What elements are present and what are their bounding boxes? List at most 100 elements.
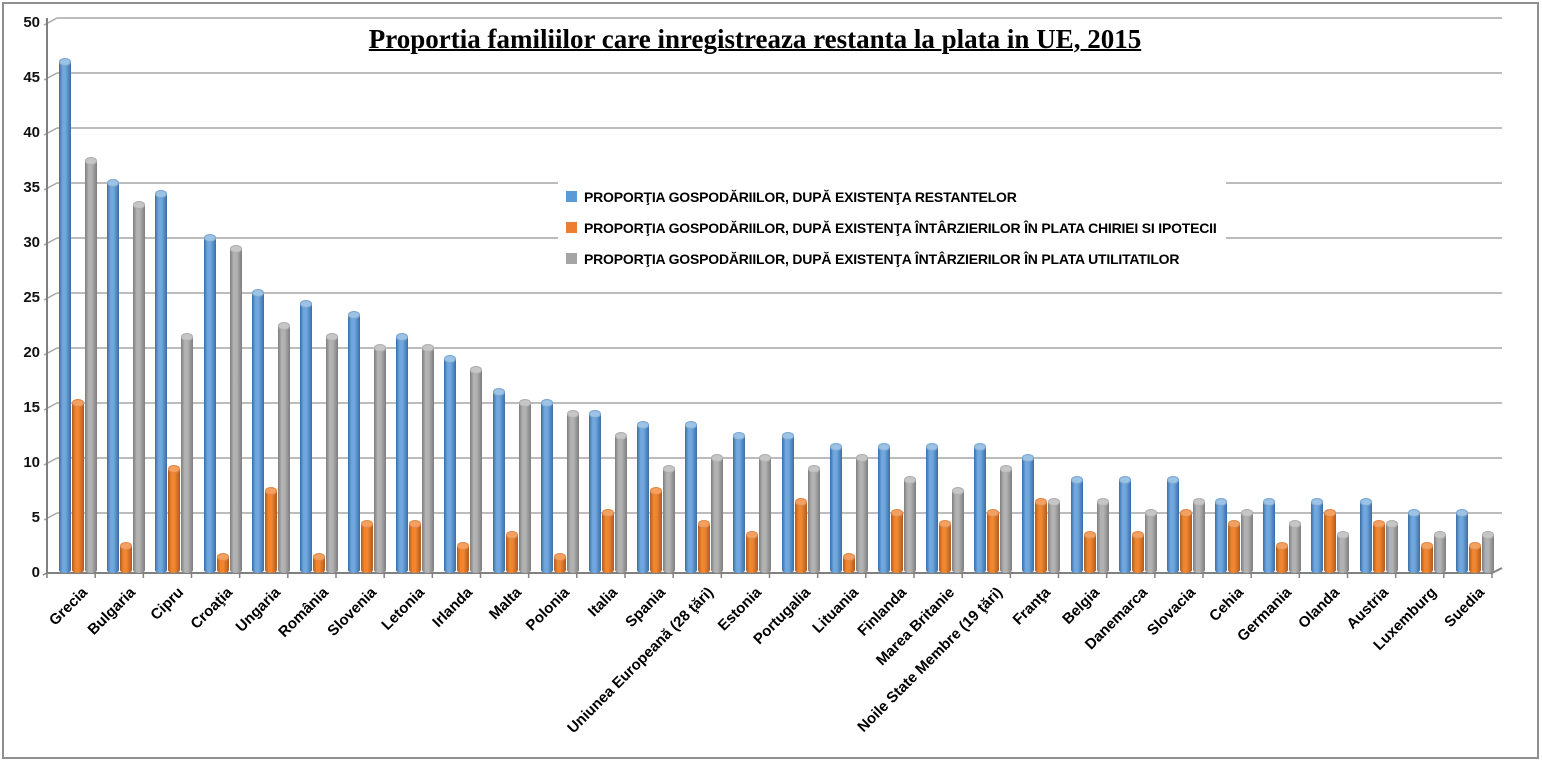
y-tick-connector (43, 17, 58, 26)
legend-item-1: PROPORŢIA GOSPODĂRIILOR, DUPĂ EXISTENŢA … (566, 186, 1226, 207)
bar-series2 (842, 553, 855, 573)
bar-cylinder-cap (1289, 520, 1302, 528)
bar-series1 (203, 234, 216, 573)
bar-series1 (1359, 498, 1372, 573)
y-axis-tick-label: 5 (31, 509, 40, 526)
bar-cylinder-cap (444, 355, 457, 363)
bar-series1 (251, 289, 264, 573)
y-axis-tick-label: 15 (23, 399, 40, 416)
bar-series3 (325, 333, 338, 573)
bar-series1 (155, 190, 168, 573)
y-axis-tick-label: 0 (31, 564, 40, 581)
bar-cylinder-cap (566, 410, 579, 418)
bar-series2 (890, 509, 903, 573)
bar-cylinder-cap (59, 58, 72, 66)
bar-series3 (759, 454, 772, 573)
bar-series3 (470, 366, 483, 573)
bar-series2 (1468, 542, 1481, 573)
bar-cylinder-cap (1468, 542, 1481, 550)
y-axis-tick-label: 25 (23, 289, 40, 306)
bar-series3 (807, 465, 820, 573)
bar-series2 (72, 399, 85, 573)
bar-cylinder-cap (698, 520, 711, 528)
bar-cylinder-cap (396, 333, 409, 341)
bar-cylinder-cap (155, 190, 168, 198)
bar-cylinder-cap (829, 443, 842, 451)
bar-cylinder-cap (1433, 531, 1446, 539)
bar-cylinder-cap (974, 443, 987, 451)
bar-cylinder-cap (1407, 509, 1420, 517)
bar-series2 (1276, 542, 1289, 573)
y-tick-connector (43, 402, 58, 411)
bar-series1 (1118, 476, 1131, 573)
bar-cylinder-cap (492, 388, 505, 396)
bar-cylinder-cap (601, 509, 614, 517)
y-tick-connector (43, 512, 58, 521)
bar-series1 (299, 300, 312, 573)
bar-cylinder-cap (903, 476, 916, 484)
bar-cylinder-cap (470, 366, 483, 374)
bar-series3 (1241, 509, 1254, 573)
bar-cylinder-cap (637, 421, 650, 429)
bar-series2 (1179, 509, 1192, 573)
bar-cylinder-cap (842, 553, 855, 561)
y-axis-tick-label: 10 (23, 454, 40, 471)
bar-series2 (1035, 498, 1048, 573)
bar-cylinder-cap (794, 498, 807, 506)
bar-cylinder-cap (685, 421, 698, 429)
bar-cylinder-cap (733, 432, 746, 440)
bar-series3 (1289, 520, 1302, 573)
bar-cylinder-cap (877, 443, 890, 451)
bar-series2 (120, 542, 133, 573)
bar-cylinder-cap (203, 234, 216, 242)
bar-cylinder-cap (926, 443, 939, 451)
bar-series2 (939, 520, 952, 573)
bar-cylinder-cap (325, 333, 338, 341)
bar-cylinder-cap (1048, 498, 1061, 506)
bar-cylinder-cap (409, 520, 422, 528)
bar-cylinder-cap (1337, 531, 1350, 539)
bar-series2 (1420, 542, 1433, 573)
bar-cylinder-cap (855, 454, 868, 462)
legend-swatch-icon (566, 222, 577, 233)
bar-series2 (1324, 509, 1337, 573)
bar-cylinder-cap (133, 201, 146, 209)
bar-cylinder-cap (457, 542, 470, 550)
bar-cylinder-cap (650, 487, 663, 495)
bar-series2 (601, 509, 614, 573)
bar-series3 (711, 454, 724, 573)
bar-cylinder-cap (746, 531, 759, 539)
bar-series1 (1215, 498, 1228, 573)
legend-item-3: PROPORŢIA GOSPODĂRIILOR, DUPĂ EXISTENŢA … (566, 248, 1226, 269)
bar-series1 (588, 410, 601, 573)
bar-series1 (540, 399, 553, 573)
legend-label: PROPORŢIA GOSPODĂRIILOR, DUPĂ EXISTENŢA … (584, 250, 1180, 267)
bar-cylinder-cap (107, 179, 120, 187)
bar-series3 (277, 322, 290, 573)
bar-series1 (733, 432, 746, 573)
legend-item-2: PROPORŢIA GOSPODĂRIILOR, DUPĂ EXISTENŢA … (566, 217, 1226, 238)
bar-cylinder-cap (1481, 531, 1494, 539)
bar-cylinder-cap (540, 399, 553, 407)
y-axis-tick-label: 45 (23, 69, 40, 86)
bar-cylinder-cap (1215, 498, 1228, 506)
legend-swatch-icon (566, 191, 577, 202)
bar-cylinder-cap (1276, 542, 1289, 550)
bar-cylinder-cap (890, 509, 903, 517)
y-axis-tick-label: 35 (23, 179, 40, 196)
bar-series3 (663, 465, 676, 573)
bar-series1 (1407, 509, 1420, 573)
bar-series1 (829, 443, 842, 573)
bar-series2 (264, 487, 277, 573)
bar-series3 (133, 201, 146, 573)
legend-swatch-icon (566, 253, 577, 264)
bar-cylinder-cap (1311, 498, 1324, 506)
bar-cylinder-cap (216, 553, 229, 561)
bar-cylinder-cap (939, 520, 952, 528)
bar-series1 (974, 443, 987, 573)
bar-cylinder-cap (1118, 476, 1131, 484)
bar-series3 (1192, 498, 1205, 573)
bar-series1 (1263, 498, 1276, 573)
y-tick-connector (43, 237, 58, 246)
